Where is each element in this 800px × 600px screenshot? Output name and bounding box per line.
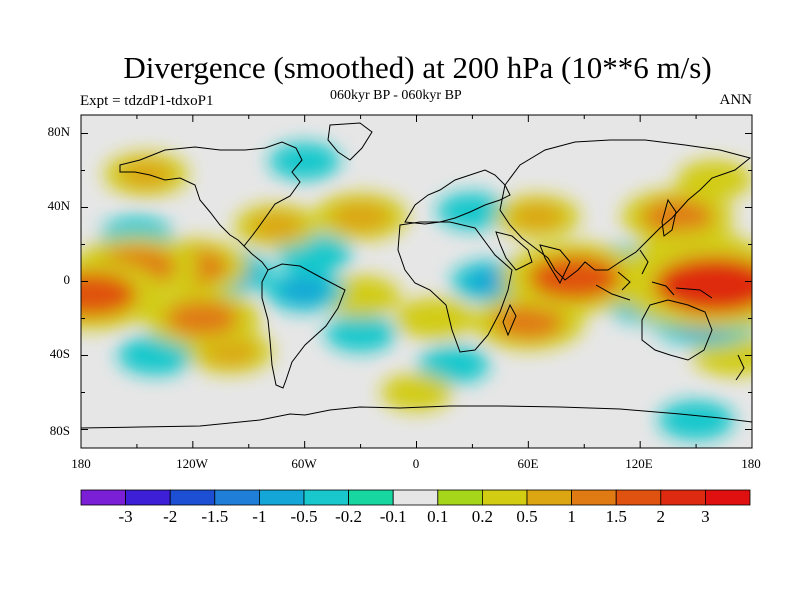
colorbar-label: -0.5 [290,507,318,526]
lat-label-0: 0 [63,272,71,287]
lat-label-80s: 80S [49,423,70,438]
colorbar-swatch [258,489,305,506]
coast-japan [661,198,677,237]
coast-madagascar [502,303,517,337]
divergence-feature [250,212,304,240]
period-label: 060kyr BP - 060kyr BP [330,88,462,103]
coast-antarctica [81,405,752,429]
colorbar [80,489,751,506]
colorbar-label: -1.5 [201,507,229,526]
colorbar-swatch [660,489,706,506]
divergence-feature [691,167,739,193]
divergence-feature [431,352,476,377]
coast-asia [499,139,752,281]
divergence-field [81,142,752,441]
coastlines [81,122,752,429]
colorbar-label: -1 [252,507,267,526]
lat-label-80n: 80N [47,124,70,139]
colorbar-label: 0.2 [471,507,494,526]
divergence-feature [335,283,386,310]
colorbar-label: 1.5 [605,507,627,526]
colorbar-swatch [615,489,662,506]
coast-africa [397,221,513,353]
colorbar-swatch [481,489,528,506]
coast-arabia [495,231,533,271]
colorbar-swatch [348,489,394,506]
divergence-feature [290,241,338,267]
colorbar-label: -2 [163,507,178,526]
coast-australia [641,299,713,361]
colorbar-swatch [125,489,171,506]
lon-label-180w: 180 [71,456,91,471]
divergence-feature [511,203,565,231]
colorbar-label: -0.2 [335,507,363,526]
colorbar-swatch [169,489,216,506]
divergence-feature [331,201,390,232]
coast-central-america [243,245,269,271]
chart-title: Divergence (smoothed) at 200 hPa (10**6 … [123,50,712,85]
divergence-feature [131,343,180,368]
coast-north-america [119,141,303,247]
coast-south-america [261,263,346,389]
divergence-feature [493,305,564,340]
colorbar-swatch [705,489,751,506]
lon-label-120e: 120E [625,456,653,471]
colorbar-label: 2 [656,507,666,526]
divergence-feature [338,321,383,346]
lon-label-120w: 120W [176,456,208,471]
season-label: ANN [719,92,753,108]
divergence-feature [282,149,327,174]
divergence-feature [672,407,720,433]
divergence-feature [279,277,330,304]
divergence-feature [394,380,439,405]
lon-label-180e: 180 [741,456,761,471]
colorbar-swatch [392,489,439,506]
colorbar-swatch [437,489,483,506]
lon-label-60w: 60W [291,456,317,471]
lon-label-0: 0 [412,456,420,471]
coast-maritime [595,249,713,301]
divergence-feature [642,199,713,234]
colorbar-swatch [303,489,349,506]
divergence-feature [654,257,752,314]
divergence-feature [81,272,137,317]
colorbar-label: 3 [701,507,710,526]
lat-label-40s: 40S [49,346,70,361]
colorbar-label: -0.1 [379,507,407,526]
colorbar-swatch [214,489,260,506]
divergence-feature [410,305,461,332]
colorbar-swatch [571,489,617,506]
colorbar-label: 0.1 [427,507,449,526]
divergence-feature [165,300,239,337]
colorbar-label: 0.5 [516,507,538,526]
lon-label-60e: 60E [517,456,539,471]
lat-label-40n: 40N [47,198,70,213]
colorbar-label: -3 [118,507,133,526]
colorbar-label: 1 [567,507,576,526]
colorbar-swatch [80,489,126,506]
coast-greenland [327,122,373,161]
coast-india [539,244,571,285]
coast-new-zealand [735,354,745,381]
axis-ticks [80,115,753,448]
experiment-label: Expt = tdzdP1-tdxoP1 [80,93,214,109]
divergence-feature [528,255,621,300]
colorbar-swatch [526,489,572,506]
